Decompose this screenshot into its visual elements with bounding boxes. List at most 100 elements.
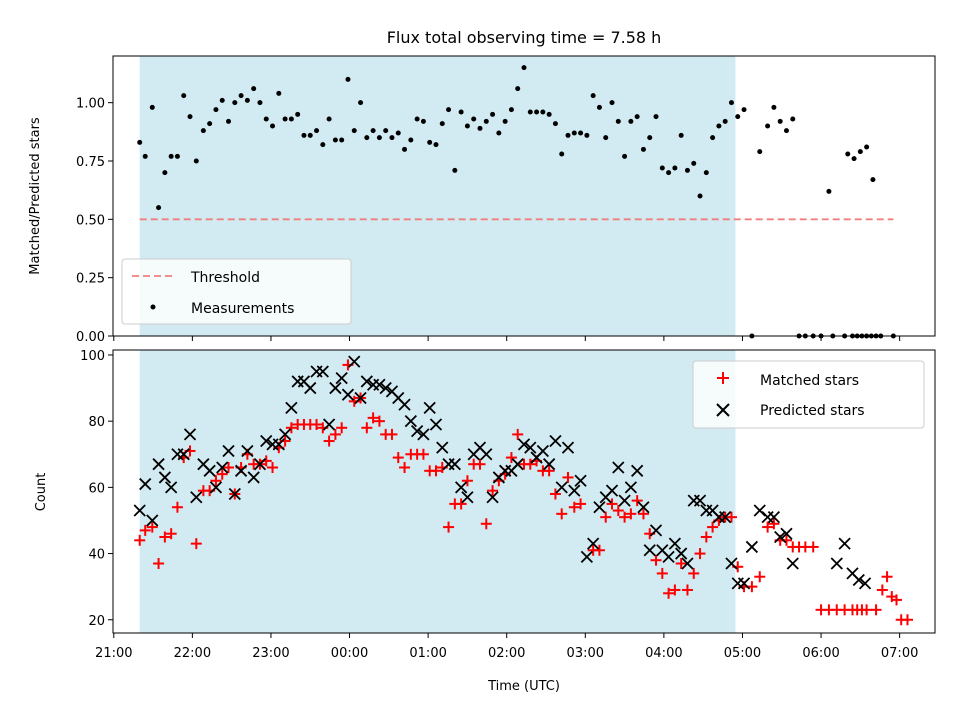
predicted-star-point [675, 547, 688, 560]
measurement-point [584, 132, 590, 138]
measurement-point [716, 123, 722, 129]
y-tick-label: 0.50 [76, 213, 105, 228]
matched-star-point [612, 505, 624, 517]
measurement-point [395, 130, 401, 136]
measurement-point [414, 116, 420, 122]
predicted-star-point [774, 530, 787, 544]
x-tick-label: 22:00 [174, 646, 211, 661]
predicted-star-point [165, 481, 178, 494]
y-tick-label: 80 [88, 415, 105, 430]
predicted-star-point [222, 444, 235, 458]
measurement-point [666, 170, 672, 176]
bottom-panel: 20 40 60 80 100 21:00 22:00 23:00 00:00 01:00 02:… [34, 349, 936, 694]
matched-star-point [625, 508, 637, 520]
matched-star-point [575, 498, 587, 510]
y-tick-label: 20 [88, 614, 105, 629]
predicted-star-point [278, 428, 292, 441]
matched-star-point [487, 485, 499, 497]
measurement-point [722, 118, 728, 124]
measurement-point [870, 177, 876, 183]
predicted-star-point [373, 378, 386, 391]
x-tick-label: 06:00 [802, 646, 839, 661]
measurement-point [546, 111, 552, 117]
matched-star-point [474, 458, 486, 470]
predicted-star-point [580, 550, 594, 564]
measurement-point [207, 121, 213, 127]
predicted-star-point [681, 557, 694, 570]
measurement-point [433, 142, 439, 148]
x-tick-label: 00:00 [331, 646, 368, 661]
matched-star-point [216, 468, 228, 480]
matched-star-point [373, 415, 385, 427]
predicted-star-point [737, 577, 751, 590]
matched-star-point [367, 412, 379, 424]
measurement-point [565, 132, 571, 138]
measurement-point [851, 156, 857, 162]
predicted-star-point [285, 401, 298, 415]
predicted-star-point [329, 381, 342, 395]
measurement-point [684, 167, 690, 173]
measurement-point [142, 153, 148, 159]
measurement-point [345, 76, 351, 82]
predicted-star-point [637, 501, 650, 514]
measurement-point [697, 193, 703, 199]
matched-star-point [311, 418, 323, 430]
measurement-point [181, 93, 187, 99]
measurement-point [219, 97, 225, 103]
matched-star-point [139, 524, 151, 536]
matched-star-point [267, 462, 279, 474]
matched-star-point [223, 462, 235, 474]
top-y-ticks: 0.00 0.25 0.50 0.75 1.00 [76, 97, 113, 345]
predicted-star-point [624, 481, 638, 494]
matched-star-point [619, 511, 631, 523]
bottom-y-label: Count [34, 473, 49, 512]
predicted-star-point [719, 511, 732, 524]
measurement-point [149, 104, 155, 110]
measurement-point [452, 167, 458, 173]
measurement-point [571, 130, 577, 136]
predicted-star-point [398, 398, 411, 411]
measurement-point [508, 107, 514, 113]
predicted-star-point [272, 438, 285, 451]
predicted-star-point [139, 477, 152, 491]
matched-star-point [455, 498, 467, 510]
matched-star-point [663, 587, 675, 599]
matched-star-point [285, 422, 297, 434]
predicted-star-point [461, 491, 474, 504]
measurement-point [263, 116, 269, 122]
y-tick-label: 0.25 [76, 272, 105, 287]
matched-star-point [600, 511, 612, 523]
predicted-star-point [549, 434, 562, 448]
predicted-star-point [133, 504, 146, 517]
legend-matched-label: Matched stars [760, 373, 859, 389]
measurement-point [765, 123, 771, 129]
matched-star-point [656, 567, 668, 579]
matched-star-point [861, 604, 873, 616]
bottom-y-ticks: 20 40 60 80 100 [80, 349, 113, 629]
matched-star-point [399, 462, 411, 474]
measurement-point [232, 100, 238, 106]
predicted-star-point [593, 501, 606, 514]
predicted-star-point [203, 464, 216, 477]
matched-star-point [159, 531, 171, 543]
measurement-point [257, 100, 263, 106]
matched-star-point [762, 521, 774, 533]
measurement-point [276, 90, 282, 96]
matched-star-point [153, 557, 165, 569]
matched-star-point [165, 528, 177, 540]
measurement-point [168, 153, 174, 159]
predicted-star-point [216, 461, 229, 474]
predicted-star-point [780, 527, 793, 540]
predicted-star-point [316, 365, 329, 378]
matched-star-point [593, 544, 605, 556]
predicted-star-point [561, 441, 575, 454]
measurement-point [559, 151, 565, 157]
measurement-point [389, 135, 395, 141]
predicted-star-point [649, 524, 663, 537]
matched-star-point [146, 521, 158, 533]
predicted-star-point [745, 540, 759, 554]
measurement-point [238, 93, 244, 99]
x-tick-label: 21:00 [95, 646, 132, 661]
measurement-point [622, 153, 628, 159]
